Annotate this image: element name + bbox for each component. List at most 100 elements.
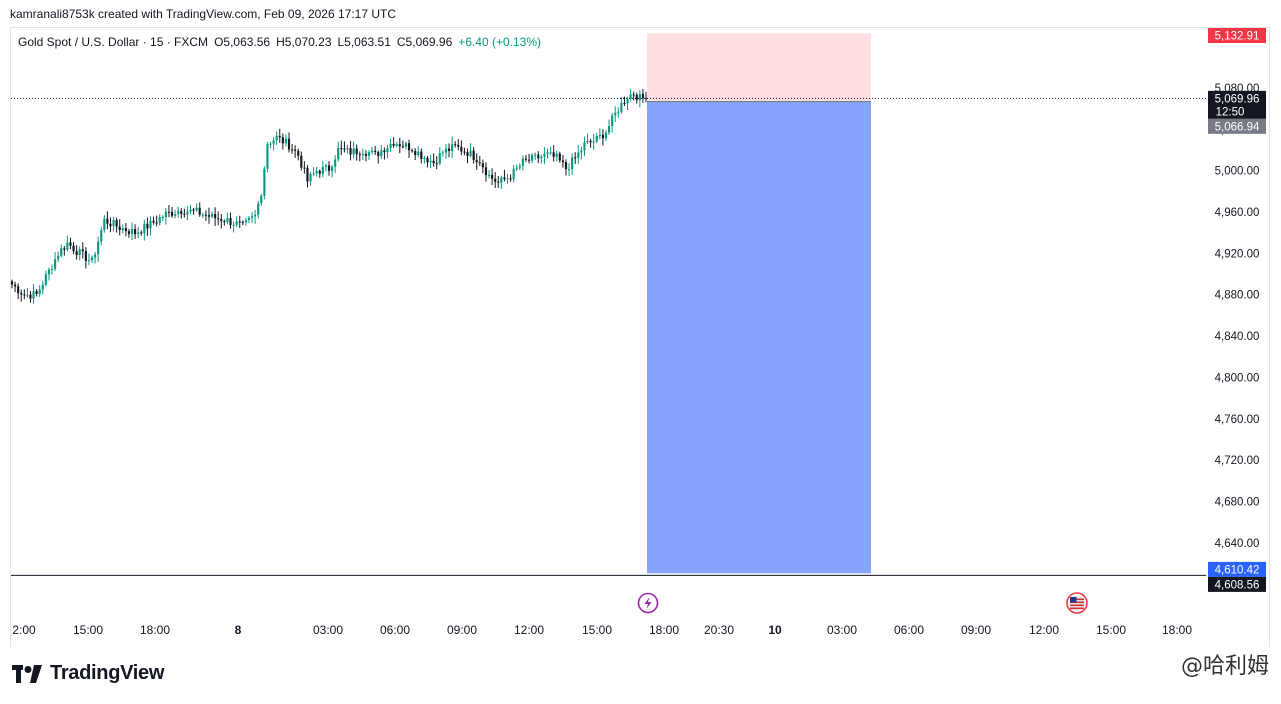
candle-body (383, 150, 386, 153)
candle-body (358, 154, 361, 156)
candle-body (444, 148, 448, 153)
candle-body (534, 154, 537, 156)
candle-body (524, 158, 528, 160)
candle (392, 137, 395, 148)
candle (32, 284, 35, 304)
candle (210, 211, 214, 219)
target-price-tag: 4,610.42 (1208, 561, 1266, 577)
candle-body (531, 154, 534, 161)
time-tick-label: 12:00 (514, 623, 544, 637)
candle (377, 150, 380, 164)
candle-body (23, 294, 26, 296)
candle-body (90, 257, 94, 261)
candle-body (115, 220, 118, 227)
candle (75, 245, 78, 260)
candle (315, 166, 318, 177)
candle (26, 287, 29, 298)
candle-body (331, 166, 334, 171)
candle (487, 169, 491, 179)
candle (451, 136, 454, 159)
candle-body (146, 223, 149, 229)
time-axis[interactable]: 2:00 15:00 18:00 8 03:00 06:00 09:00 12:00 15:00… (12, 623, 1192, 637)
candle-body (127, 231, 131, 234)
candle-body (229, 218, 232, 225)
candle-body (158, 217, 161, 223)
short-position-tool[interactable] (647, 33, 871, 574)
svg-text:5,069.96: 5,069.96 (1215, 93, 1260, 105)
candle-body (487, 174, 491, 176)
candle-body (463, 151, 466, 153)
time-tick-label: 2:00 (12, 623, 36, 637)
candle-body (109, 223, 112, 227)
candle (506, 173, 509, 184)
candle-body (352, 148, 355, 155)
candle-body (170, 211, 174, 216)
tradingview-logo[interactable]: TradingView (12, 662, 164, 685)
time-tick-label: 09:00 (961, 623, 991, 637)
event-lightning-icon[interactable] (637, 592, 659, 614)
candle (312, 167, 315, 177)
candle (118, 219, 121, 236)
candle-body (457, 144, 460, 147)
candle-body (140, 232, 143, 234)
candle-body (195, 207, 198, 211)
candle (334, 155, 337, 173)
candle-body (494, 178, 497, 182)
candle (281, 133, 284, 150)
candle-body (417, 151, 420, 155)
candle (220, 213, 223, 229)
candle-body (518, 165, 521, 168)
candle-body (623, 102, 626, 104)
legend-change: +6.40 (+0.13%) (458, 35, 542, 49)
candle-body (81, 249, 84, 252)
candle (567, 163, 571, 177)
candle-body (284, 138, 287, 144)
candle-body (235, 221, 238, 225)
candle-body (183, 213, 186, 215)
candle-body (447, 148, 451, 151)
candle (611, 113, 614, 133)
candle (494, 172, 497, 188)
candle-body (35, 291, 38, 294)
candle (361, 148, 364, 161)
last-price-tag: 5,069.96 12:50 (1208, 90, 1266, 119)
candle-body (595, 136, 598, 142)
candle-body (521, 158, 524, 166)
price-axis[interactable]: 5,080.005,040.005,000.004,960.004,920.00… (1215, 83, 1260, 550)
time-tick-label: 15:00 (1096, 623, 1126, 637)
candle-body (324, 165, 327, 167)
candle-body (589, 140, 592, 143)
candle-body (20, 293, 23, 295)
candle (207, 207, 211, 224)
candle-body (164, 211, 167, 218)
candle-body (604, 132, 608, 139)
candle (195, 203, 198, 212)
candle-body (334, 159, 337, 167)
symbol-name[interactable]: Gold Spot / U.S. Dollar · 15 · FXCM (18, 35, 209, 49)
candle (577, 145, 580, 164)
candle-body (401, 146, 404, 148)
candle (174, 209, 177, 219)
candle (607, 119, 611, 135)
candle (395, 141, 398, 148)
candle (641, 89, 644, 103)
time-tick-label: 8 (235, 623, 242, 637)
candle (331, 165, 334, 178)
candle-body (97, 241, 100, 255)
candle-body (451, 144, 454, 151)
candle (72, 242, 75, 255)
candle (50, 264, 54, 275)
candle (423, 155, 426, 164)
candle-body (552, 152, 555, 157)
candle (235, 216, 238, 228)
candle (592, 133, 595, 150)
candle-body (69, 242, 72, 246)
candle-body (515, 167, 518, 169)
candle-body (63, 248, 66, 250)
candle (29, 290, 32, 303)
candle-body (349, 148, 352, 155)
us-flag-event-icon[interactable] (1066, 592, 1088, 614)
candle (626, 96, 629, 111)
time-tick-label: 20:30 (704, 623, 734, 637)
